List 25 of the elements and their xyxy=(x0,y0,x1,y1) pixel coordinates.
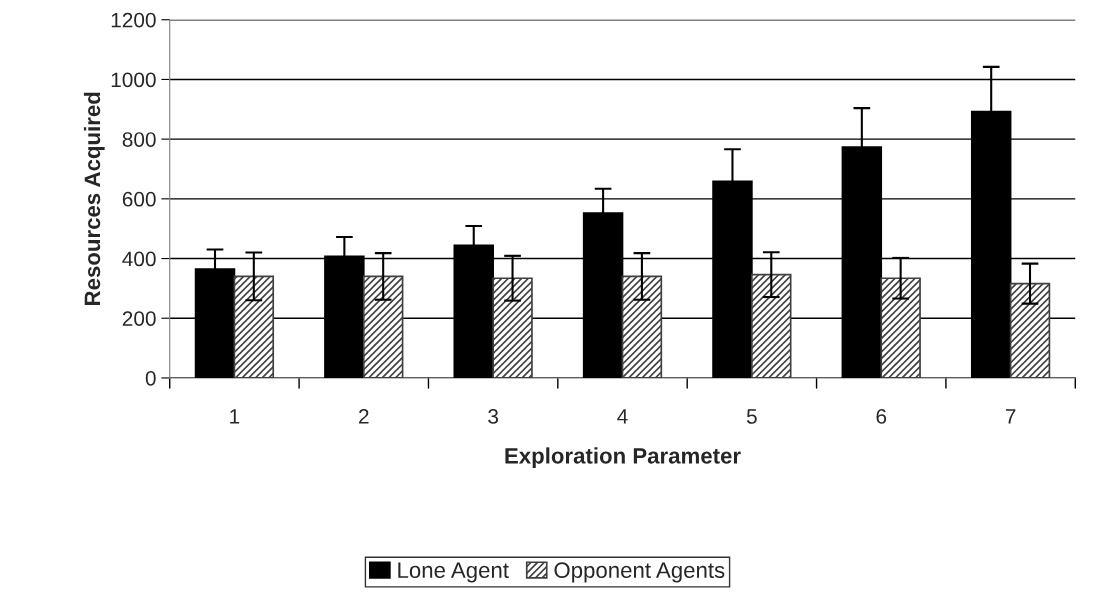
bar xyxy=(880,277,921,378)
bar xyxy=(233,275,275,378)
x-tick-label: 3 xyxy=(488,409,499,424)
y-tick-label: 800 xyxy=(122,132,156,147)
bar xyxy=(1009,282,1051,378)
x-axis-title: Exploration Parameter xyxy=(505,447,741,469)
bar xyxy=(362,275,404,378)
x-tick-label: 2 xyxy=(359,409,369,424)
x-tick-label: 1 xyxy=(230,409,240,424)
x-tick-label: 7 xyxy=(1005,409,1016,424)
bar xyxy=(492,277,533,378)
y-tick-label: 400 xyxy=(122,251,156,267)
x-tick-label: 4 xyxy=(617,409,628,424)
y-tick-label: 600 xyxy=(122,191,156,207)
y-tick-label: 1000 xyxy=(111,72,156,88)
bar xyxy=(751,273,792,378)
y-tick-label: 0 xyxy=(145,370,156,386)
bar xyxy=(621,275,663,378)
x-tick-label: 5 xyxy=(746,409,757,424)
y-tick-label: 1200 xyxy=(111,12,156,28)
legend-label: Lone Agent xyxy=(398,562,509,583)
y-tick-label: 200 xyxy=(122,311,156,326)
legend-label: Opponent Agents xyxy=(554,562,725,583)
y-axis-title: Resources Acquired xyxy=(83,92,105,305)
x-tick-label: 6 xyxy=(876,409,887,424)
